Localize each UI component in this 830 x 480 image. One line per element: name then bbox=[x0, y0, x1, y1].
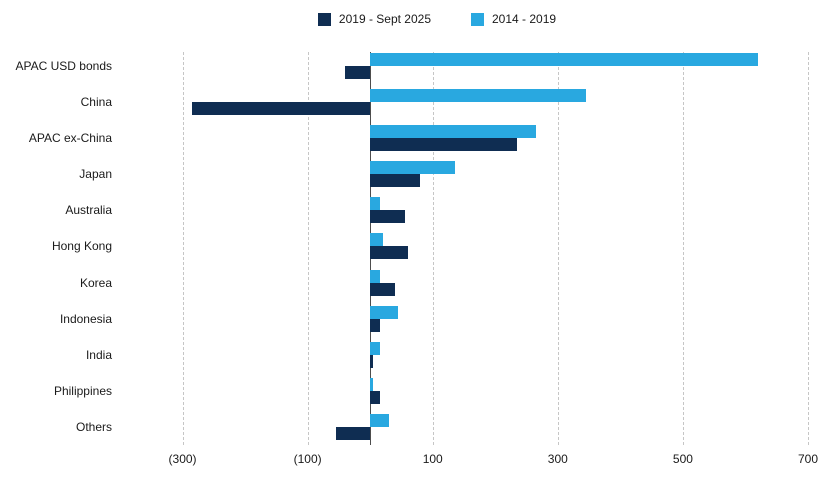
bar-apac-usd-bonds-2019-sept-2025 bbox=[345, 66, 371, 79]
legend-label: 2014 - 2019 bbox=[492, 12, 557, 26]
category-label: Others bbox=[75, 419, 112, 434]
bar-india-2019-sept-2025 bbox=[370, 354, 374, 368]
legend-label: 2019 - Sept 2025 bbox=[338, 12, 431, 26]
bar-china-2014-2019 bbox=[370, 89, 586, 103]
category-label: Philippines bbox=[53, 383, 112, 398]
bar-apac-usd-bonds-2014-2019 bbox=[370, 53, 758, 66]
gridline bbox=[682, 52, 684, 445]
x-tick-label: 300 bbox=[547, 452, 568, 466]
bar-china-2019-sept-2025 bbox=[191, 102, 371, 116]
bar-japan-2014-2019 bbox=[370, 161, 455, 175]
bar-philippines-2014-2019 bbox=[370, 377, 374, 391]
bar-apac-ex-china-2019-sept-2025 bbox=[370, 138, 518, 152]
gridline bbox=[557, 52, 559, 445]
x-tick-label: 700 bbox=[797, 452, 819, 466]
x-tick-label: (300) bbox=[168, 452, 197, 466]
bar-indonesia-2019-sept-2025 bbox=[370, 318, 380, 332]
category-label: Australia bbox=[65, 203, 112, 218]
x-axis-tick-labels: (300) (100) 100 300 500 700 bbox=[120, 452, 818, 472]
y-axis-category-labels: APAC USD bonds China APAC ex-China Japan Aus… bbox=[0, 48, 113, 445]
bar-others-2019-sept-2025 bbox=[335, 426, 371, 440]
bar-philippines-2019-sept-2025 bbox=[370, 390, 380, 404]
category-label: Hong Kong bbox=[51, 239, 112, 254]
category-label: Indonesia bbox=[59, 311, 112, 326]
bar-hong-kong-2019-sept-2025 bbox=[370, 246, 408, 260]
x-tick-label: 500 bbox=[672, 452, 693, 466]
category-label: APAC ex-China bbox=[28, 131, 112, 146]
bar-korea-2019-sept-2025 bbox=[370, 282, 396, 296]
bar-korea-2014-2019 bbox=[370, 269, 380, 283]
bar-indonesia-2014-2019 bbox=[370, 305, 399, 319]
category-label: China bbox=[80, 95, 112, 110]
legend-swatch-blue bbox=[471, 12, 484, 26]
chart-legend: 2019 - Sept 2025 2014 - 2019 bbox=[0, 12, 830, 26]
category-label: India bbox=[85, 347, 112, 362]
gridline bbox=[808, 52, 809, 445]
category-label: APAC USD bonds bbox=[15, 59, 113, 74]
bar-others-2014-2019 bbox=[370, 413, 389, 427]
gridline bbox=[307, 52, 309, 445]
bar-australia-2014-2019 bbox=[370, 197, 380, 211]
bar-india-2014-2019 bbox=[370, 341, 380, 355]
bar-apac-ex-china-2014-2019 bbox=[370, 125, 536, 139]
bar-hong-kong-2014-2019 bbox=[370, 233, 383, 247]
bar-australia-2019-sept-2025 bbox=[370, 210, 405, 224]
gridline bbox=[182, 52, 184, 445]
plot-area bbox=[120, 48, 809, 445]
x-tick-label: 100 bbox=[422, 452, 443, 466]
legend-swatch-navy bbox=[317, 12, 331, 26]
legend-item-2014-2019: 2014 - 2019 bbox=[471, 12, 556, 26]
x-tick-label: (100) bbox=[293, 452, 322, 466]
bar-japan-2019-sept-2025 bbox=[370, 174, 421, 188]
category-label: Japan bbox=[79, 167, 112, 182]
category-label: Korea bbox=[79, 275, 112, 290]
gridline bbox=[432, 52, 434, 445]
legend-item-2019-sept-2025: 2019 - Sept 2025 bbox=[317, 12, 431, 26]
